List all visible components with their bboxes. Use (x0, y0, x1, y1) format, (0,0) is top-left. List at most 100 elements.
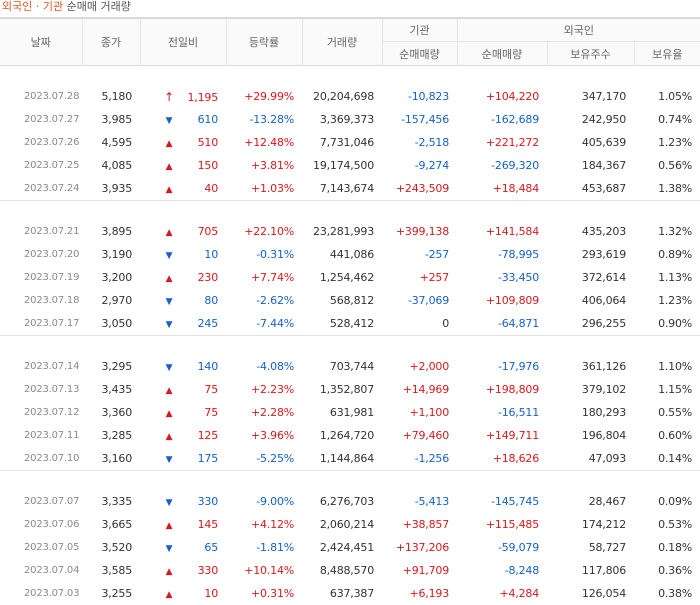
change-amount: 705 (174, 225, 218, 238)
cell-inst-net: -9,274 (382, 154, 457, 177)
up-arrow-icon: ▲ (164, 386, 174, 396)
cell-close: 2,970 (82, 289, 140, 312)
cell-foreign-ratio: 0.18% (634, 536, 700, 559)
change-value-group: ▲40 (158, 182, 218, 195)
up-arrow-icon: ▲ (164, 432, 174, 442)
cell-inst-net: +399,138 (382, 220, 457, 243)
cell-foreign-holdings: 242,950 (547, 108, 634, 131)
change-value-group: ▼80 (158, 294, 218, 307)
col-foreign-ratio: 보유율 (634, 42, 700, 66)
change-value-group: ↑1,195 (158, 90, 218, 104)
cell-change: ▼330 (140, 490, 226, 513)
cell-foreign-net: -16,511 (457, 401, 547, 424)
cell-close: 5,180 (82, 85, 140, 108)
col-close: 종가 (82, 18, 140, 66)
cell-foreign-net: -17,976 (457, 355, 547, 378)
cell-foreign-net: +18,484 (457, 177, 547, 201)
cell-inst-net: +257 (382, 266, 457, 289)
cell-date: 2023.07.03 (0, 582, 82, 605)
cell-foreign-net: +115,485 (457, 513, 547, 536)
change-amount: 610 (174, 113, 218, 126)
change-value-group: ▼330 (158, 495, 218, 508)
cell-foreign-holdings: 184,367 (547, 154, 634, 177)
up-arrow-icon: ▲ (164, 162, 174, 172)
cell-close: 3,285 (82, 424, 140, 447)
caption-rest: 순매매 거래량 (67, 0, 131, 13)
cell-foreign-net: +109,809 (457, 289, 547, 312)
cell-date: 2023.07.13 (0, 378, 82, 401)
cell-foreign-holdings: 126,054 (547, 582, 634, 605)
change-value-group: ▲510 (158, 136, 218, 149)
up-arrow-icon: ▲ (164, 228, 174, 238)
cell-rate: +3.81% (226, 154, 302, 177)
cell-date: 2023.07.18 (0, 289, 82, 312)
cell-foreign-holdings: 117,806 (547, 559, 634, 582)
cell-change: ▲330 (140, 559, 226, 582)
down-arrow-icon: ▼ (164, 320, 174, 330)
cell-date: 2023.07.20 (0, 243, 82, 266)
change-value-group: ▲705 (158, 225, 218, 238)
cell-foreign-holdings: 293,619 (547, 243, 634, 266)
cell-change: ▼175 (140, 447, 226, 471)
cell-foreign-holdings: 361,126 (547, 355, 634, 378)
col-rate: 등락률 (226, 18, 302, 66)
cell-foreign-holdings: 47,093 (547, 447, 634, 471)
cell-rate: +29.99% (226, 85, 302, 108)
cell-change: ▲10 (140, 582, 226, 605)
change-value-group: ▲150 (158, 159, 218, 172)
cell-foreign-ratio: 0.89% (634, 243, 700, 266)
cell-close: 3,585 (82, 559, 140, 582)
change-value-group: ▲125 (158, 429, 218, 442)
change-value-group: ▲10 (158, 587, 218, 600)
cell-date: 2023.07.14 (0, 355, 82, 378)
cell-close: 3,050 (82, 312, 140, 336)
change-value-group: ▲230 (158, 271, 218, 284)
cell-volume: 1,264,720 (302, 424, 382, 447)
cell-rate: +22.10% (226, 220, 302, 243)
cell-change: ▲230 (140, 266, 226, 289)
cell-change: ▼245 (140, 312, 226, 336)
group-spacer (0, 66, 700, 86)
cell-inst-net: -2,518 (382, 131, 457, 154)
cell-foreign-holdings: 347,170 (547, 85, 634, 108)
cell-volume: 1,352,807 (302, 378, 382, 401)
cell-close: 3,360 (82, 401, 140, 424)
up-arrow-icon: ▲ (164, 185, 174, 195)
cell-date: 2023.07.04 (0, 559, 82, 582)
cell-date: 2023.07.07 (0, 490, 82, 513)
cell-foreign-holdings: 296,255 (547, 312, 634, 336)
col-date: 날짜 (0, 18, 82, 66)
cell-date: 2023.07.11 (0, 424, 82, 447)
cell-close: 3,665 (82, 513, 140, 536)
cell-change: ▼10 (140, 243, 226, 266)
cell-foreign-holdings: 406,064 (547, 289, 634, 312)
cell-volume: 8,488,570 (302, 559, 382, 582)
cell-foreign-holdings: 58,727 (547, 536, 634, 559)
cell-foreign-ratio: 0.09% (634, 490, 700, 513)
cell-foreign-net: -8,248 (457, 559, 547, 582)
change-amount: 10 (174, 587, 218, 600)
cell-foreign-ratio: 0.60% (634, 424, 700, 447)
cell-date: 2023.07.24 (0, 177, 82, 201)
cell-change: ▲705 (140, 220, 226, 243)
cell-foreign-holdings: 28,467 (547, 490, 634, 513)
cell-inst-net: -1,256 (382, 447, 457, 471)
group-spacer (0, 201, 700, 220)
up-arrow-icon: ▲ (164, 274, 174, 284)
cell-change: ▲40 (140, 177, 226, 201)
cell-inst-net: -157,456 (382, 108, 457, 131)
cell-inst-net: +1,100 (382, 401, 457, 424)
cell-foreign-holdings: 453,687 (547, 177, 634, 201)
cell-rate: -9.00% (226, 490, 302, 513)
cell-date: 2023.07.21 (0, 220, 82, 243)
cell-foreign-ratio: 1.13% (634, 266, 700, 289)
cell-close: 3,295 (82, 355, 140, 378)
